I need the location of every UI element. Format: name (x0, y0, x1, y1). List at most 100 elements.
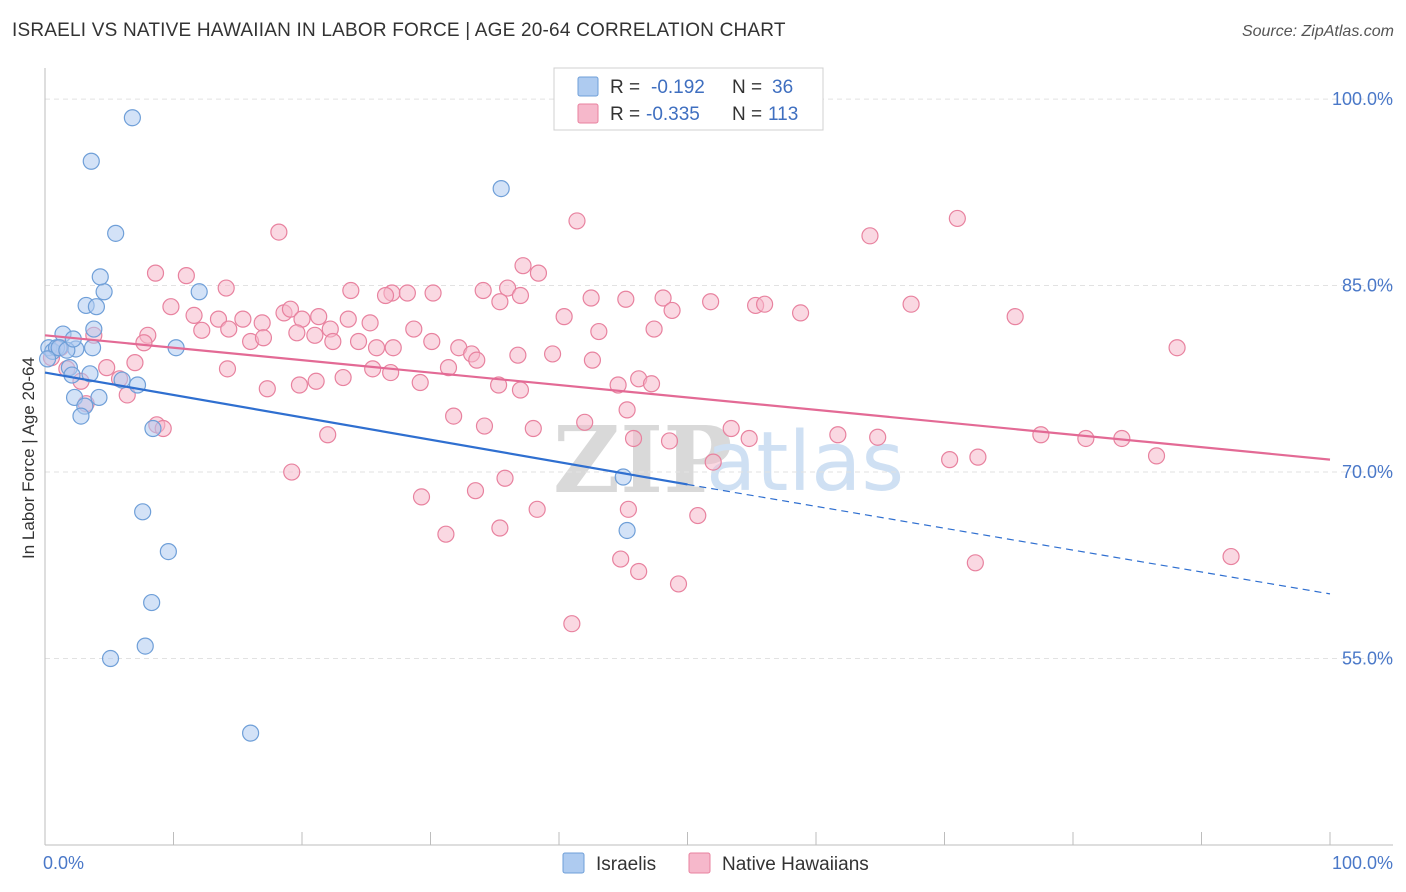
native-hawaiian-point (829, 426, 847, 444)
israeli-point (144, 419, 162, 438)
native-hawaiian-point (445, 407, 463, 425)
native-hawaiian-point (645, 320, 663, 338)
native-hawaiian-point (966, 554, 984, 572)
native-hawaiian-point (528, 500, 546, 518)
native-hawaiian-point (1077, 429, 1095, 448)
native-hawaiian-point (146, 264, 165, 282)
native-hawaiian-point (411, 373, 429, 392)
legend-n-label-israelis: N = (732, 77, 762, 98)
native-hawaiian-point (689, 506, 707, 525)
native-hawaiian-point (468, 351, 486, 369)
native-hawaiian-point (624, 429, 643, 448)
native-hawaiian-point (902, 295, 920, 313)
legend-n-label-native-hawaiians: N = (732, 104, 762, 125)
chart-title: ISRAELI VS NATIVE HAWAIIAN IN LABOR FORC… (12, 20, 786, 41)
native-hawaiian-point (193, 321, 211, 339)
native-hawaiian-point (290, 376, 309, 394)
israeli-point (81, 365, 99, 383)
native-hawaiian-point (376, 286, 395, 305)
native-hawaiian-point (398, 284, 416, 302)
native-hawaiian-point (869, 428, 887, 446)
native-hawaiian-point (1147, 447, 1166, 465)
native-hawaiian-point (619, 500, 637, 518)
series-legend: Israelis Native Hawaiians (562, 852, 869, 875)
native-hawaiian-point (529, 264, 548, 282)
native-hawaiian-point (474, 281, 492, 300)
native-hawaiian-point (630, 562, 648, 581)
israeli-point (618, 521, 636, 540)
legend-r-label-native-hawaiians: R = (610, 104, 640, 125)
israeli-point (63, 366, 81, 384)
y-tick-label: 55.0% (1342, 649, 1393, 669)
bottom-legend-label-israelis: Israelis (596, 854, 656, 875)
native-hawaiian-point (382, 363, 400, 382)
israeli-point (113, 371, 131, 389)
native-hawaiian-point (654, 289, 672, 307)
israeli-point (95, 283, 113, 301)
israeli-point (136, 637, 154, 655)
bottom-legend-label-native-hawaiians: Native Hawaiians (722, 854, 869, 875)
y-axis-label: In Labor Force | Age 20-64 (19, 357, 38, 559)
israeli-point (107, 224, 125, 242)
native-hawaiian-point (439, 359, 458, 377)
legend-r-value-native-hawaiians: -0.335 (646, 104, 700, 125)
israeli-point (159, 543, 177, 561)
native-hawaiian-point (270, 223, 288, 241)
native-hawaiian-point (491, 519, 509, 537)
native-hawaiian-point (253, 314, 271, 332)
native-hawaiian-point (663, 301, 681, 320)
native-hawaiian-point (861, 227, 879, 245)
native-hawaiian-point (740, 429, 758, 448)
native-hawaiian-point (1006, 308, 1024, 326)
native-hawaiian-point (563, 615, 581, 633)
native-hawaiian-point (941, 451, 959, 469)
stats-legend: R = -0.192 N = 36 R = -0.335 N = 113 (553, 67, 824, 131)
native-hawaiian-point (310, 308, 328, 326)
native-hawaiian-point (511, 381, 530, 399)
series-israelis (38, 109, 636, 742)
native-hawaiian-point (254, 329, 273, 347)
native-hawaiian-point (307, 372, 325, 390)
native-hawaiian-point (405, 320, 423, 338)
israeli-point (87, 298, 106, 316)
bottom-legend-swatch-native-hawaiians (688, 852, 711, 874)
native-hawaiian-point (555, 308, 573, 326)
native-hawaiian-point (1168, 339, 1186, 357)
y-tick-label: 100.0% (1332, 89, 1393, 109)
native-hawaiian-point (576, 413, 594, 431)
native-hawaiian-point (364, 360, 382, 378)
native-hawaiian-point (361, 314, 379, 332)
israeli-point (143, 593, 161, 612)
native-hawaiian-point (288, 324, 306, 342)
native-hawaiian-point (283, 463, 301, 481)
trend-line-israelis-extension (687, 483, 1331, 595)
native-hawaiian-point (490, 376, 508, 394)
native-hawaiian-point (281, 300, 300, 318)
native-hawaiian-point (342, 281, 360, 300)
native-hawaiian-point (412, 488, 431, 506)
native-hawaiian-point (491, 293, 509, 311)
native-hawaiian-point (704, 453, 722, 471)
native-hawaiian-point (209, 310, 228, 328)
native-hawaiian-point (568, 212, 586, 230)
legend-n-value-native-hawaiians: 113 (768, 104, 798, 125)
native-hawaiian-point (162, 298, 180, 316)
native-hawaiian-point (669, 575, 688, 593)
israeli-point (101, 649, 120, 668)
native-hawaiian-point (590, 322, 608, 341)
native-hawaiian-point (367, 339, 386, 357)
x-axis-ticks (44, 832, 1331, 845)
native-hawaiian-point (135, 334, 153, 352)
native-hawaiian-point (475, 417, 494, 435)
israeli-point (38, 350, 57, 368)
y-tick-label: 70.0% (1342, 462, 1393, 482)
stats-legend-box (553, 67, 824, 131)
native-hawaiian-point (126, 354, 144, 372)
israeli-point (123, 109, 141, 127)
israeli-point (90, 388, 108, 407)
native-hawaiian-point (234, 310, 252, 328)
native-hawaiian-point (755, 295, 774, 313)
israeli-point (82, 152, 100, 170)
native-hawaiian-point (948, 209, 966, 228)
bottom-legend-swatch-israelis (562, 852, 585, 874)
